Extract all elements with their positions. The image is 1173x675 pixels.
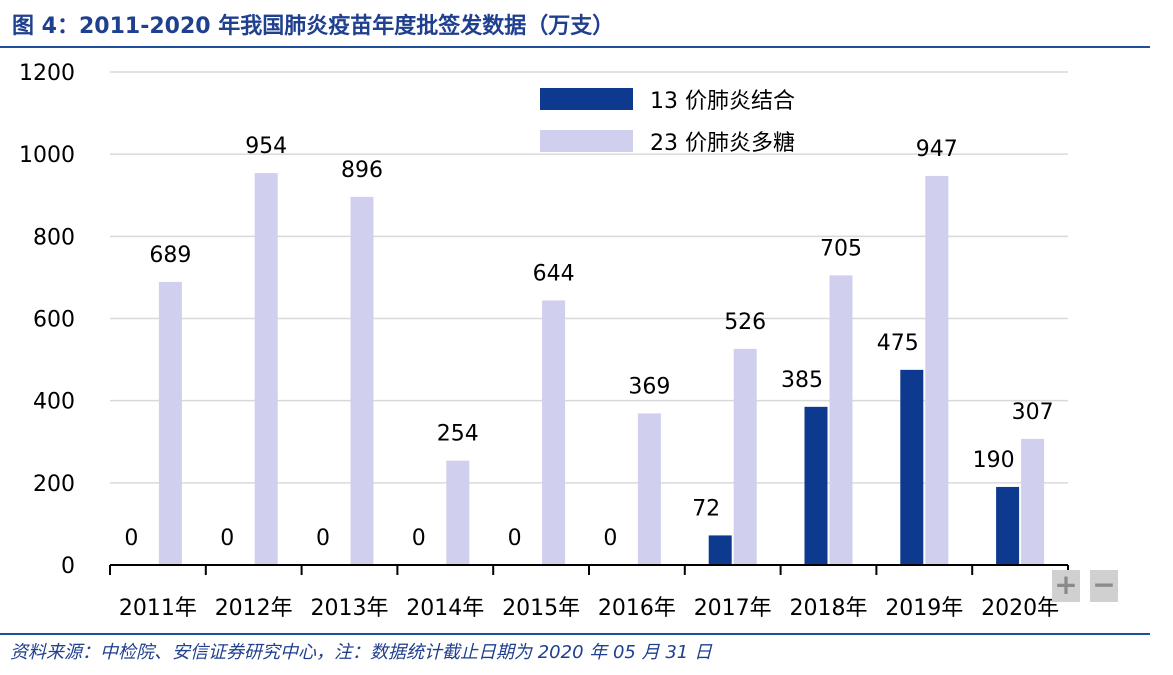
bar-series-2 [733, 348, 757, 565]
data-label: 190 [973, 448, 1015, 473]
x-tick-label: 2011年 [119, 596, 197, 621]
bar-series-2 [542, 300, 566, 565]
y-tick-label: 0 [61, 554, 75, 579]
x-tick-label: 2015年 [502, 596, 580, 621]
bar-series-2 [350, 196, 374, 566]
data-label: 254 [437, 422, 479, 447]
bar-series-2 [254, 173, 278, 565]
y-tick-label: 800 [33, 225, 75, 250]
data-label: 954 [245, 134, 287, 159]
data-label: 0 [603, 526, 617, 551]
zoom-in-button[interactable]: + [1052, 570, 1080, 602]
data-label: 526 [724, 310, 766, 335]
zoom-out-button[interactable]: − [1090, 570, 1118, 602]
bar-series-2 [637, 413, 661, 565]
legend-swatch-1 [540, 88, 633, 110]
data-label: 705 [820, 236, 862, 261]
bar-series-2 [158, 281, 182, 565]
data-label: 475 [877, 331, 919, 356]
y-tick-label: 1000 [19, 143, 75, 168]
x-tick-label: 2020年 [981, 596, 1059, 621]
data-label: 947 [916, 137, 958, 162]
x-tick-label: 2014年 [406, 596, 484, 621]
x-tick-label: 2013年 [311, 596, 389, 621]
bar-series-1 [900, 369, 924, 565]
x-tick-label: 2016年 [598, 596, 676, 621]
data-label: 369 [628, 374, 670, 399]
x-tick-label: 2017年 [694, 596, 772, 621]
bar-series-2 [1021, 438, 1045, 565]
y-tick-label: 400 [33, 390, 75, 415]
legend-label: 13 价肺炎结合 [650, 89, 795, 114]
data-label: 307 [1012, 400, 1054, 425]
data-label: 689 [149, 243, 191, 268]
bar-series-2 [829, 275, 853, 565]
data-label: 72 [692, 496, 720, 521]
figure-title: 图 4：2011-2020 年我国肺炎疫苗年度批签发数据（万支） [12, 14, 615, 39]
data-label: 0 [124, 526, 138, 551]
data-label: 0 [412, 526, 426, 551]
data-label: 896 [341, 158, 383, 183]
bar-series-1 [804, 406, 828, 565]
bar-series-2 [925, 175, 949, 565]
legend-swatch-2 [540, 130, 633, 152]
x-tick-label: 2019年 [885, 596, 963, 621]
y-tick-label: 200 [33, 472, 75, 497]
data-label: 385 [781, 368, 823, 393]
y-tick-label: 1200 [19, 61, 75, 86]
footer-rule [0, 633, 1150, 635]
legend-label: 23 价肺炎多糖 [650, 131, 795, 156]
x-tick-label: 2018年 [790, 596, 868, 621]
title-rule [0, 46, 1150, 48]
y-tick-label: 600 [33, 308, 75, 333]
bar-series-2 [446, 460, 470, 565]
source-note: 资料来源：中检院、安信证券研究中心，注：数据统计截止日期为 2020 年 05 … [10, 642, 712, 663]
data-label: 0 [316, 526, 330, 551]
data-label: 0 [508, 526, 522, 551]
bar-series-1 [708, 535, 732, 565]
data-label: 0 [220, 526, 234, 551]
x-tick-label: 2012年 [215, 596, 293, 621]
data-label: 644 [533, 261, 575, 286]
bar-series-1 [996, 486, 1020, 565]
